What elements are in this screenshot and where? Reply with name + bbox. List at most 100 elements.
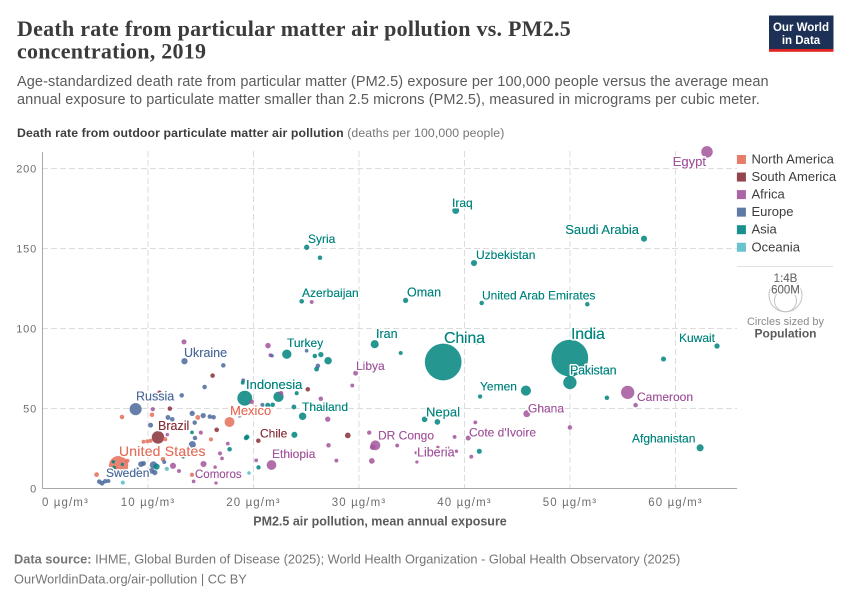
svg-text:Cote d'Ivoire: Cote d'Ivoire bbox=[469, 425, 536, 439]
svg-text:Ukraine: Ukraine bbox=[184, 346, 227, 360]
svg-text:20 µg/m³: 20 µg/m³ bbox=[226, 497, 280, 509]
svg-text:United States: United States bbox=[119, 443, 206, 459]
svg-text:Uzbekistan: Uzbekistan bbox=[476, 248, 535, 262]
svg-text:Chile: Chile bbox=[260, 427, 288, 441]
svg-text:1:4B: 1:4B bbox=[774, 273, 798, 285]
svg-text:Mexico: Mexico bbox=[230, 403, 271, 418]
svg-text:Mexico: Mexico bbox=[230, 403, 271, 418]
svg-text:Yemen: Yemen bbox=[480, 380, 517, 394]
svg-text:China: China bbox=[444, 330, 485, 347]
svg-text:Iraq: Iraq bbox=[452, 196, 473, 210]
svg-text:Yemen: Yemen bbox=[480, 380, 517, 394]
svg-text:Pakistan: Pakistan bbox=[570, 364, 617, 378]
svg-text:Population: Population bbox=[755, 327, 817, 341]
svg-text:Iran: Iran bbox=[376, 327, 398, 341]
svg-text:Azerbaijan: Azerbaijan bbox=[302, 286, 359, 300]
svg-text:Cote d'Ivoire: Cote d'Ivoire bbox=[469, 425, 536, 439]
svg-text:40 µg/m³: 40 µg/m³ bbox=[437, 497, 491, 509]
svg-text:North America: North America bbox=[752, 152, 835, 167]
svg-text:50: 50 bbox=[23, 403, 37, 415]
svg-text:Kuwait: Kuwait bbox=[679, 331, 716, 345]
svg-text:Kuwait: Kuwait bbox=[679, 331, 716, 345]
svg-text:United States: United States bbox=[119, 443, 206, 459]
svg-text:South America: South America bbox=[752, 169, 837, 184]
svg-text:Russia: Russia bbox=[136, 390, 174, 404]
svg-text:Egypt: Egypt bbox=[673, 154, 707, 169]
svg-text:Our World: Our World bbox=[773, 22, 829, 34]
svg-text:Liberia: Liberia bbox=[417, 445, 455, 459]
svg-text:Turkey: Turkey bbox=[287, 336, 323, 350]
svg-text:Indonesia: Indonesia bbox=[246, 377, 303, 392]
svg-text:Libya: Libya bbox=[356, 359, 385, 373]
svg-text:Comoros: Comoros bbox=[195, 469, 242, 481]
svg-text:100: 100 bbox=[16, 323, 37, 335]
svg-text:annual exposure to particulate: annual exposure to particulate matter sm… bbox=[17, 92, 760, 108]
svg-text:Nepal: Nepal bbox=[426, 404, 460, 419]
svg-text:0 µg/m³: 0 µg/m³ bbox=[42, 497, 89, 509]
svg-text:Europe: Europe bbox=[752, 204, 794, 219]
svg-text:Thailand: Thailand bbox=[302, 400, 348, 414]
svg-text:Chile: Chile bbox=[260, 427, 288, 441]
svg-text:200: 200 bbox=[16, 163, 37, 175]
svg-text:Russia: Russia bbox=[136, 390, 174, 404]
svg-text:Saudi Arabia: Saudi Arabia bbox=[565, 222, 639, 237]
svg-text:0: 0 bbox=[30, 483, 37, 495]
svg-text:Asia: Asia bbox=[752, 222, 778, 237]
svg-text:China: China bbox=[444, 330, 485, 347]
svg-text:Iran: Iran bbox=[376, 327, 398, 341]
svg-text:150: 150 bbox=[16, 243, 37, 255]
svg-text:Indonesia: Indonesia bbox=[246, 377, 303, 392]
svg-text:concentration, 2019: concentration, 2019 bbox=[17, 39, 206, 64]
svg-text:OurWorldinData.org/air-polluti: OurWorldinData.org/air-pollution | CC BY bbox=[14, 572, 247, 587]
svg-text:Sweden: Sweden bbox=[106, 466, 149, 480]
svg-text:Oceania: Oceania bbox=[752, 239, 801, 254]
svg-text:Egypt: Egypt bbox=[673, 154, 707, 169]
svg-text:1:4B: 1:4B bbox=[774, 273, 798, 285]
svg-text:DR Congo: DR Congo bbox=[378, 429, 434, 443]
svg-text:Africa: Africa bbox=[752, 187, 786, 202]
svg-text:India: India bbox=[571, 326, 605, 343]
svg-text:50 µg/m³: 50 µg/m³ bbox=[543, 497, 597, 509]
svg-text:600M: 600M bbox=[771, 285, 800, 297]
svg-text:Data source: IHME, Global Burd: Data source: IHME, Global Burden of Dise… bbox=[14, 552, 680, 567]
svg-text:Ethiopia: Ethiopia bbox=[272, 447, 316, 461]
svg-text:Cameroon: Cameroon bbox=[637, 390, 693, 404]
svg-text:Ghana: Ghana bbox=[528, 402, 564, 416]
svg-text:United Arab Emirates: United Arab Emirates bbox=[482, 289, 595, 303]
svg-text:Pakistan: Pakistan bbox=[570, 364, 617, 378]
svg-text:Ukraine: Ukraine bbox=[184, 346, 227, 360]
svg-text:60 µg/m³: 60 µg/m³ bbox=[648, 497, 702, 509]
svg-text:Brazil: Brazil bbox=[158, 419, 189, 433]
svg-text:Afghanistan: Afghanistan bbox=[632, 432, 695, 446]
svg-text:Oman: Oman bbox=[407, 286, 441, 300]
svg-text:Nepal: Nepal bbox=[426, 404, 460, 419]
svg-text:Syria: Syria bbox=[308, 232, 336, 246]
svg-text:10 µg/m³: 10 µg/m³ bbox=[121, 497, 175, 509]
svg-text:Azerbaijan: Azerbaijan bbox=[302, 286, 359, 300]
svg-text:Comoros: Comoros bbox=[195, 469, 242, 481]
svg-text:Death rate from particular mat: Death rate from particular matter air po… bbox=[17, 16, 571, 41]
svg-text:Saudi Arabia: Saudi Arabia bbox=[565, 222, 639, 237]
svg-text:Cameroon: Cameroon bbox=[637, 390, 693, 404]
svg-text:Oman: Oman bbox=[407, 286, 441, 300]
svg-text:DR Congo: DR Congo bbox=[378, 429, 434, 443]
svg-text:Libya: Libya bbox=[356, 359, 385, 373]
svg-text:Ethiopia: Ethiopia bbox=[272, 447, 316, 461]
svg-text:PM2.5 air pollution, mean annu: PM2.5 air pollution, mean annual exposur… bbox=[253, 515, 507, 529]
svg-text:Age-standardized death rate fr: Age-standardized death rate from particu… bbox=[17, 74, 769, 90]
svg-text:Thailand: Thailand bbox=[302, 400, 348, 414]
svg-text:United Arab Emirates: United Arab Emirates bbox=[482, 289, 595, 303]
svg-text:in Data: in Data bbox=[782, 35, 821, 47]
svg-text:Circles sized by: Circles sized by bbox=[747, 316, 825, 328]
svg-text:Iraq: Iraq bbox=[452, 196, 473, 210]
svg-text:Syria: Syria bbox=[308, 232, 336, 246]
svg-text:Uzbekistan: Uzbekistan bbox=[476, 248, 535, 262]
svg-text:30 µg/m³: 30 µg/m³ bbox=[332, 497, 386, 509]
svg-text:600M: 600M bbox=[771, 285, 800, 297]
svg-text:Afghanistan: Afghanistan bbox=[632, 432, 695, 446]
svg-text:Liberia: Liberia bbox=[417, 445, 455, 459]
svg-text:Death rate from outdoor partic: Death rate from outdoor particulate matt… bbox=[17, 126, 504, 140]
svg-text:Sweden: Sweden bbox=[106, 466, 149, 480]
svg-text:Brazil: Brazil bbox=[158, 419, 189, 433]
svg-text:Ghana: Ghana bbox=[528, 402, 564, 416]
